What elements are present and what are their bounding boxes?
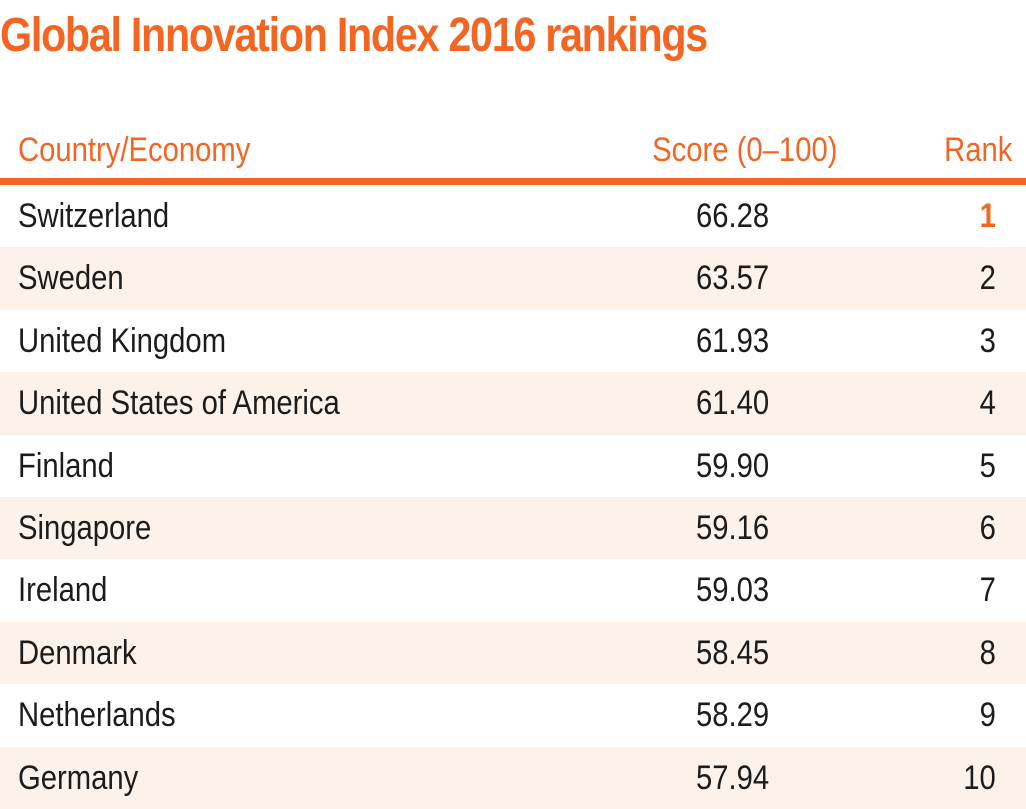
table-row: Finland 59.90 5 bbox=[0, 435, 1026, 497]
table-row: Sweden 63.57 2 bbox=[0, 247, 1026, 310]
column-header-rank: Rank bbox=[943, 131, 1012, 169]
country-cell: Germany bbox=[18, 758, 139, 797]
rank-cell: 3 bbox=[979, 321, 996, 360]
score-cell: 58.29 bbox=[696, 696, 770, 735]
rank-cell: 4 bbox=[979, 384, 996, 423]
country-cell: Sweden bbox=[18, 259, 124, 298]
score-cell: 57.94 bbox=[696, 758, 770, 797]
country-cell: Finland bbox=[18, 446, 114, 485]
score-cell: 66.28 bbox=[696, 197, 770, 235]
rank-cell: 8 bbox=[979, 633, 996, 672]
rank-cell: 9 bbox=[979, 696, 996, 735]
country-cell: Denmark bbox=[18, 633, 137, 672]
table-header: Country/Economy Score (0–100) Rank bbox=[0, 120, 1026, 178]
table-row: Germany 57.94 10 bbox=[0, 746, 1026, 809]
table-row: Ireland 59.03 7 bbox=[0, 559, 1026, 621]
country-cell: United Kingdom bbox=[18, 321, 227, 360]
country-cell: Switzerland bbox=[18, 197, 170, 235]
rank-cell: 6 bbox=[979, 508, 996, 547]
country-cell: Netherlands bbox=[18, 696, 176, 735]
score-cell: 61.93 bbox=[696, 321, 770, 360]
rank-cell: 5 bbox=[979, 446, 996, 485]
table-row: United States of America 61.40 4 bbox=[0, 372, 1026, 435]
score-cell: 59.16 bbox=[696, 508, 770, 547]
country-cell: United States of America bbox=[18, 384, 340, 423]
rank-cell: 2 bbox=[979, 259, 996, 298]
rank-cell: 1 bbox=[979, 197, 996, 235]
score-cell: 63.57 bbox=[696, 259, 770, 298]
score-cell: 59.03 bbox=[696, 571, 770, 610]
table-row: Netherlands 58.29 9 bbox=[0, 684, 1026, 746]
table-row: Denmark 58.45 8 bbox=[0, 621, 1026, 685]
table-row: Switzerland 66.28 1 bbox=[0, 185, 1026, 247]
country-cell: Singapore bbox=[18, 508, 152, 547]
country-cell: Ireland bbox=[18, 571, 108, 610]
score-cell: 61.40 bbox=[696, 384, 770, 423]
rank-cell: 7 bbox=[979, 571, 996, 610]
rank-cell: 10 bbox=[963, 758, 996, 797]
score-cell: 59.90 bbox=[696, 446, 770, 485]
rankings-table: Switzerland 66.28 1 Sweden 63.57 2 Unite… bbox=[0, 185, 1026, 809]
page-title: Global Innovation Index 2016 rankings bbox=[0, 9, 708, 62]
column-header-country: Country/Economy bbox=[18, 131, 251, 169]
column-header-score: Score (0–100) bbox=[651, 131, 837, 169]
score-cell: 58.45 bbox=[696, 633, 770, 672]
table-row: Singapore 59.16 6 bbox=[0, 496, 1026, 560]
table-row: United Kingdom 61.93 3 bbox=[0, 310, 1026, 372]
header-divider bbox=[0, 178, 1026, 185]
